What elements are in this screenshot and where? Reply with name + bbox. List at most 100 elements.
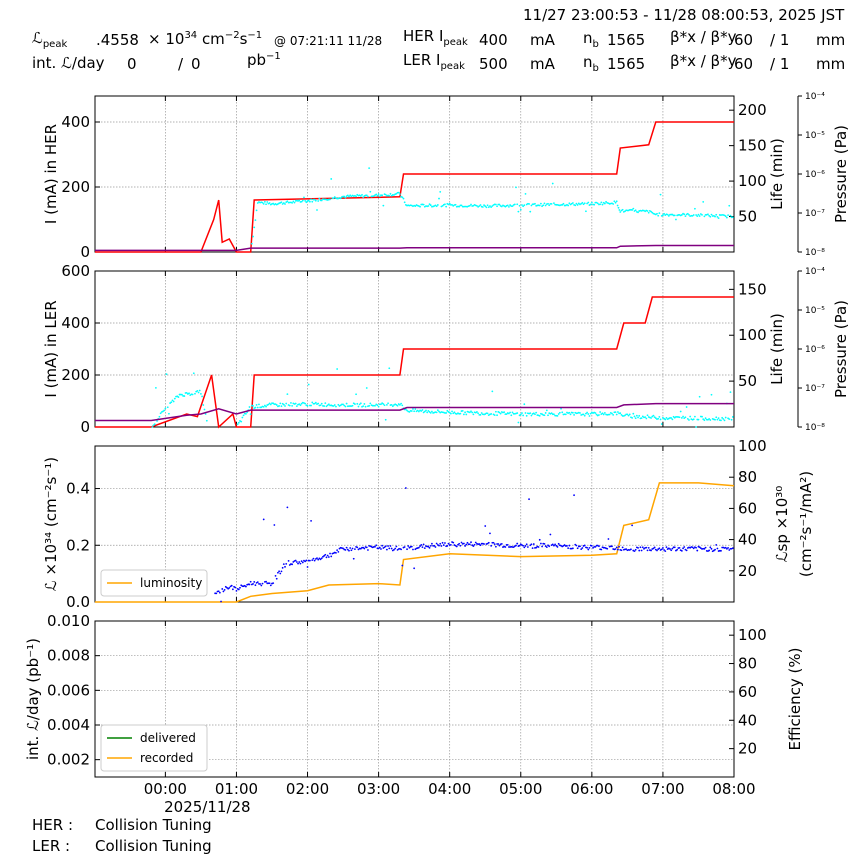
ler-peak-label-text: LER I — [403, 51, 441, 69]
intl-ytick-label: 0.006 — [47, 681, 90, 699]
ler-life-point — [154, 386, 157, 389]
lumi-specific-point — [548, 545, 551, 548]
ler-y3tick-label: 10⁻⁷ — [805, 384, 825, 394]
her-life-point — [574, 204, 577, 207]
ler-life-point — [582, 413, 585, 416]
lumi-specific-point — [660, 548, 663, 551]
lumi-specific-point — [275, 577, 278, 580]
ler-life-point — [701, 415, 703, 418]
ler-life-point — [688, 419, 690, 421]
ler-life-point — [664, 418, 667, 421]
her-life-point — [478, 205, 481, 207]
her-life-point — [647, 211, 650, 214]
her-life-point — [708, 214, 711, 217]
ler-pressure-line — [95, 402, 734, 422]
lumi-specific-point — [294, 559, 297, 562]
ler-ytick-label: 0 — [80, 418, 90, 436]
her-life-point — [540, 202, 542, 205]
her-status: Collision Tuning — [95, 816, 212, 834]
lumi-specific-point — [254, 584, 257, 587]
lumi-specific-point — [215, 592, 218, 595]
ler-life-point — [268, 402, 271, 405]
her-life-point — [263, 200, 266, 203]
ler-life-point — [390, 403, 393, 406]
ler-life-point — [708, 418, 711, 420]
her-life-point — [707, 213, 709, 216]
ler-life-point — [383, 404, 386, 407]
lumi-specific-point — [715, 544, 718, 546]
her-life-point — [252, 235, 254, 238]
lumi-specific-point — [685, 549, 688, 552]
her-life-point — [583, 202, 586, 205]
lumi-specific-point — [538, 538, 541, 541]
her-life-point — [381, 194, 384, 197]
ler-life-point — [299, 404, 302, 407]
lumi-specific-point — [529, 544, 532, 547]
intl-ytick-label: 0.004 — [47, 716, 90, 734]
ler-life-point — [519, 413, 522, 416]
lumi-specific-point — [249, 580, 252, 583]
lumi-specific-point — [285, 562, 288, 565]
ler-life-point — [602, 413, 605, 416]
her-life-point — [517, 210, 520, 213]
her-nb-value: 1565 — [607, 31, 646, 49]
ler-life-point — [355, 393, 357, 396]
ler-life-point — [288, 404, 291, 407]
her-life-point — [618, 209, 621, 211]
lumi-specific-point — [452, 541, 455, 544]
lumi-specific-point — [439, 542, 442, 545]
lumi-specific-point — [531, 547, 534, 550]
ler-life-point — [445, 412, 448, 414]
lumi-specific-point — [652, 547, 655, 550]
lumi-specific-point — [492, 541, 495, 544]
lumi-specific-point — [478, 543, 481, 545]
ler-life-point — [619, 412, 622, 415]
her-life-point — [448, 202, 451, 205]
lumi-specific-point — [312, 557, 315, 560]
lumi-specific-point — [228, 586, 231, 589]
ler-nb-value: 1565 — [607, 55, 646, 73]
lumi-specific-point — [344, 549, 347, 551]
ler-life-point — [435, 411, 438, 414]
her-life-point — [688, 214, 690, 216]
ler-life-point — [413, 410, 416, 413]
ler-life-point — [314, 401, 317, 404]
lumi-specific-point — [375, 544, 378, 547]
ler-life-point — [644, 416, 647, 419]
ler-ytick-label: 600 — [61, 262, 90, 280]
ler-life-point — [369, 402, 372, 405]
lumi-specific-point — [297, 562, 299, 565]
lumi-specific-point — [311, 559, 314, 562]
her-life-point — [280, 201, 283, 204]
lumi-specific-point — [691, 546, 694, 549]
lumi-specific-point — [221, 588, 224, 590]
her-life-point — [487, 206, 490, 209]
ler-life-point — [384, 418, 387, 421]
her-y3tick-label: 10⁻⁷ — [805, 209, 825, 219]
her-life-point — [439, 190, 442, 193]
ler-life-point — [710, 393, 713, 396]
her-life-point — [513, 203, 516, 206]
ler-life-point — [697, 418, 700, 421]
lumi-specific-point — [442, 544, 445, 546]
her-life-point — [292, 200, 295, 203]
ler-life-point — [494, 410, 497, 413]
ler-life-point — [319, 404, 322, 407]
her-life-point — [481, 206, 484, 208]
ler-life-point — [358, 403, 361, 406]
ler-life-point — [556, 414, 559, 417]
ler-life-point — [198, 389, 201, 392]
ler-life-point — [181, 393, 183, 396]
ler-life-point — [245, 412, 247, 415]
her-life-point — [330, 178, 333, 180]
her-life-point — [571, 202, 574, 204]
ler-life-point — [173, 397, 176, 400]
x-tick-label: 05:00 — [499, 780, 542, 798]
lumi-specific-point — [571, 547, 574, 550]
her-life-point — [401, 196, 404, 199]
her-life-point — [365, 194, 368, 197]
lumi-specific-point — [421, 546, 424, 549]
ler-beta-x: 60 — [734, 55, 754, 73]
lumi-specific-point — [566, 545, 568, 547]
